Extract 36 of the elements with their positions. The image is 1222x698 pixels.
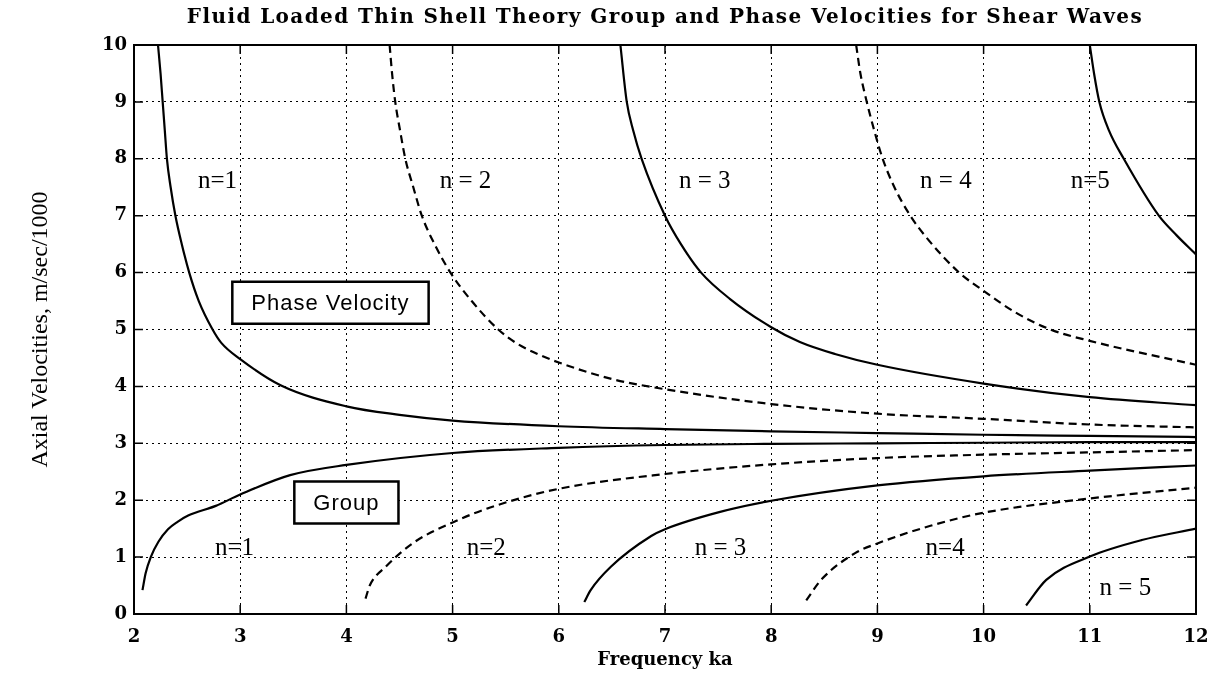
y-tick-label: 1 [114,544,127,566]
y-tick-label: 5 [114,317,127,339]
x-tick-label: 8 [764,625,778,647]
x-tick-label: 3 [233,625,247,647]
x-tick-label: 6 [552,625,566,647]
y-axis-title: Axial Velocities, m/sec/1000 [25,191,52,468]
x-axis-title: Frequency ka [597,647,734,669]
annotation: Phase Velocity [251,289,410,315]
series-label: n=1 [197,166,237,194]
x-tick-label: 12 [1183,625,1209,647]
annotation: Group [313,489,380,515]
series-label: n = 3 [678,166,731,194]
y-tick-label: 3 [114,430,127,452]
series-label: n = 2 [439,166,492,194]
series-label: n = 5 [1099,572,1152,600]
y-tick-label: 6 [114,260,127,282]
y-tick-label: 0 [114,601,127,623]
x-tick-label: 11 [1077,625,1103,647]
series-label: n = 4 [920,166,973,194]
series-label: n=5 [1070,166,1110,194]
series-label: n=2 [466,533,506,561]
x-tick-label: 10 [971,625,997,647]
chart-title: Fluid Loaded Thin Shell Theory Group and Phase Velocities for Shear Waves [186,4,1144,29]
y-tick-label: 4 [114,374,127,396]
x-tick-label: 7 [658,625,672,647]
x-tick-label: 4 [340,625,353,647]
series-label: n=1 [214,533,255,561]
series-label: n=4 [925,533,966,561]
y-tick-label: 8 [114,146,127,168]
y-tick-label: 2 [114,487,127,509]
x-tick-label: 5 [446,625,459,647]
y-tick-label: 10 [101,32,127,54]
x-tick-label: 9 [871,625,884,647]
y-tick-label: 7 [114,203,127,225]
y-tick-label: 9 [114,89,127,111]
series-label: n = 3 [694,533,747,561]
